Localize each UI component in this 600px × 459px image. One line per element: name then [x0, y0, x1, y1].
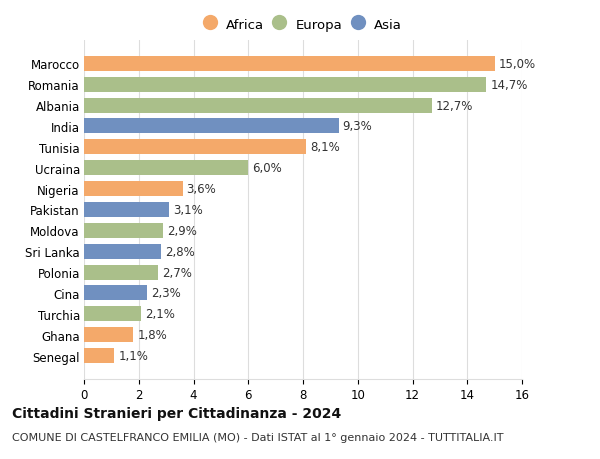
Text: 14,7%: 14,7%: [491, 78, 528, 91]
Text: 2,7%: 2,7%: [162, 266, 192, 279]
Bar: [84, 224, 163, 238]
Bar: [84, 56, 494, 72]
Bar: [84, 286, 147, 301]
Bar: [84, 140, 306, 155]
Bar: [84, 328, 133, 342]
Bar: [84, 348, 114, 364]
Bar: [84, 307, 142, 322]
Bar: [84, 265, 158, 280]
Bar: [84, 98, 431, 113]
Text: 2,1%: 2,1%: [146, 308, 175, 321]
Text: 2,8%: 2,8%: [165, 245, 194, 258]
Bar: [84, 202, 169, 218]
Text: 6,0%: 6,0%: [253, 162, 282, 175]
Text: 9,3%: 9,3%: [343, 120, 373, 133]
Text: 2,3%: 2,3%: [151, 287, 181, 300]
Text: 1,1%: 1,1%: [118, 349, 148, 362]
Text: Cittadini Stranieri per Cittadinanza - 2024: Cittadini Stranieri per Cittadinanza - 2…: [12, 406, 341, 420]
Legend: Africa, Europa, Asia: Africa, Europa, Asia: [200, 14, 406, 35]
Text: 12,7%: 12,7%: [436, 99, 473, 112]
Text: 15,0%: 15,0%: [499, 58, 536, 71]
Bar: [84, 161, 248, 176]
Text: COMUNE DI CASTELFRANCO EMILIA (MO) - Dati ISTAT al 1° gennaio 2024 - TUTTITALIA.: COMUNE DI CASTELFRANCO EMILIA (MO) - Dat…: [12, 432, 503, 442]
Bar: [84, 119, 338, 134]
Bar: [84, 244, 161, 259]
Text: 8,1%: 8,1%: [310, 141, 340, 154]
Text: 1,8%: 1,8%: [137, 329, 167, 341]
Text: 3,6%: 3,6%: [187, 183, 217, 196]
Bar: [84, 182, 182, 196]
Bar: [84, 78, 487, 92]
Text: 3,1%: 3,1%: [173, 203, 203, 217]
Text: 2,9%: 2,9%: [167, 224, 197, 237]
